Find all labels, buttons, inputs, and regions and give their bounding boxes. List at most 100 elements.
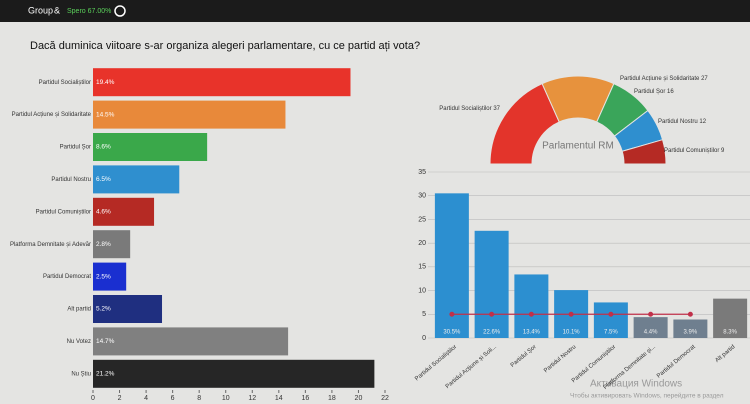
threshold-dot: [687, 311, 693, 317]
y-tick-label: Nu Știu: [71, 371, 91, 377]
x-tick-label: Partidul Democrat: [656, 344, 697, 380]
bar: [593, 302, 628, 338]
status: Spero 67.00%: [67, 8, 111, 15]
center-label: Parlamentul RM: [542, 141, 614, 152]
threshold-dot: [608, 311, 614, 317]
value-label: 4.6%: [96, 209, 111, 216]
x-tick-label: 12: [248, 395, 256, 402]
y-tick-label: 5: [422, 311, 426, 318]
threshold-dot: [648, 311, 654, 317]
segment-label: Partidul Nostru 12: [658, 119, 707, 125]
threshold-dot: [528, 311, 534, 317]
value-label: 8.6%: [96, 144, 111, 151]
x-tick-label: Alt partid: [714, 344, 736, 364]
bar: [474, 230, 509, 338]
x-tick-label: 4: [144, 395, 148, 402]
y-tick-label: Partidul Șor: [60, 145, 91, 151]
x-tick-label: 18: [328, 395, 336, 402]
bar: [93, 100, 286, 129]
bar: [633, 317, 668, 338]
y-tick-label: Partidul Democrat: [43, 274, 91, 280]
x-tick-label: Partidul Socialiștilor: [414, 344, 458, 382]
status-icon: [114, 5, 126, 17]
bar: [93, 133, 208, 161]
watermark-text: Чтобы активировать Windows, перейдите в …: [570, 392, 724, 400]
segment-label: Partidul Socialiștilor 37: [439, 106, 500, 112]
segment-value: 16: [667, 89, 674, 95]
threshold-dot: [489, 311, 495, 317]
x-tick-label: Partidul Șor: [510, 344, 538, 369]
value-label: 2.5%: [96, 273, 111, 280]
y-tick-label: Partidul Acțiune și Solidaritate: [12, 112, 92, 118]
y-tick-label: 25: [418, 216, 426, 223]
x-tick-label: 14: [275, 395, 283, 402]
value-label: 21.2%: [96, 371, 115, 378]
segment-name: Partidul Șor: [634, 89, 665, 95]
x-tick-label: 0: [91, 395, 95, 402]
segment-label: Partidul Șor 16: [634, 89, 674, 95]
value-label: 10.1%: [563, 330, 581, 336]
x-tick-label: 16: [301, 395, 309, 402]
segment-name: Partidul Socialiștilor: [439, 106, 491, 112]
value-label: 4.4%: [644, 330, 658, 336]
bar: [713, 298, 748, 338]
threshold-dot: [568, 311, 574, 317]
value-label: 19.4%: [96, 79, 115, 86]
top-bar: [0, 0, 750, 22]
segment-value: 12: [699, 119, 706, 125]
group-label: Group: [28, 5, 53, 15]
x-tick-label: 2: [118, 395, 122, 402]
value-label: 14.5%: [96, 111, 115, 118]
bar: [93, 230, 131, 259]
x-tick-label: 10: [222, 395, 230, 402]
y-tick-label: 15: [418, 264, 426, 271]
value-label: 7.5%: [604, 330, 618, 336]
segment-name: Partidul Nostru: [658, 119, 698, 125]
y-tick-label: 10: [418, 287, 426, 294]
segment-name: Partidul Acțiune și Solidaritate: [620, 76, 700, 82]
segment-label: Partidul Comuniștilor 9: [664, 148, 725, 154]
page-title: Dacă duminica viitoare s-ar organiza ale…: [30, 40, 420, 52]
y-tick-label: Platforma Demnitate și Adevăr: [10, 242, 91, 248]
watermark-title: Активация Windows: [590, 379, 682, 390]
bar: [93, 197, 155, 226]
segment-name: Partidul Comuniștilor: [664, 148, 719, 154]
y-tick-label: Partidul Comuniștilor: [36, 209, 91, 215]
segment-label: Partidul Acțiune și Solidaritate 27: [620, 76, 708, 82]
x-tick-label: 8: [197, 395, 201, 402]
bar: [514, 274, 549, 338]
y-tick-label: Alt partid: [67, 307, 91, 313]
bar: [93, 262, 127, 291]
segment-value: 37: [493, 106, 500, 112]
threshold-dot: [449, 311, 455, 317]
bar: [93, 295, 163, 323]
y-tick-label: 30: [418, 193, 426, 200]
bar: [93, 68, 351, 97]
y-tick-label: 35: [418, 169, 426, 176]
x-tick-label: 6: [171, 395, 175, 402]
value-label: 8.3%: [723, 330, 737, 336]
x-tick-label: 20: [355, 395, 363, 402]
y-tick-label: Nu Votez: [67, 339, 91, 345]
value-label: 3.9%: [684, 330, 698, 336]
bar: [673, 319, 708, 338]
y-tick-label: 0: [422, 335, 426, 342]
y-tick-label: 20: [418, 240, 426, 247]
amp: &: [54, 5, 60, 15]
segment-value: 9: [721, 148, 725, 154]
bar: [93, 359, 375, 388]
value-label: 6.5%: [96, 176, 111, 183]
segment-value: 27: [701, 76, 708, 82]
bar: [93, 165, 180, 194]
x-tick-label: Partidul Nostru: [543, 344, 577, 374]
value-label: 22.6%: [483, 330, 501, 336]
value-label: 2.8%: [96, 241, 111, 248]
y-tick-label: Partidul Nostru: [51, 177, 91, 183]
value-label: 13.4%: [523, 330, 541, 336]
x-tick-label: 22: [381, 395, 389, 402]
value-label: 5.2%: [96, 306, 111, 313]
bar: [93, 327, 289, 356]
value-label: 14.7%: [96, 338, 115, 345]
y-tick-label: Partidul Socialiștilor: [39, 80, 91, 86]
